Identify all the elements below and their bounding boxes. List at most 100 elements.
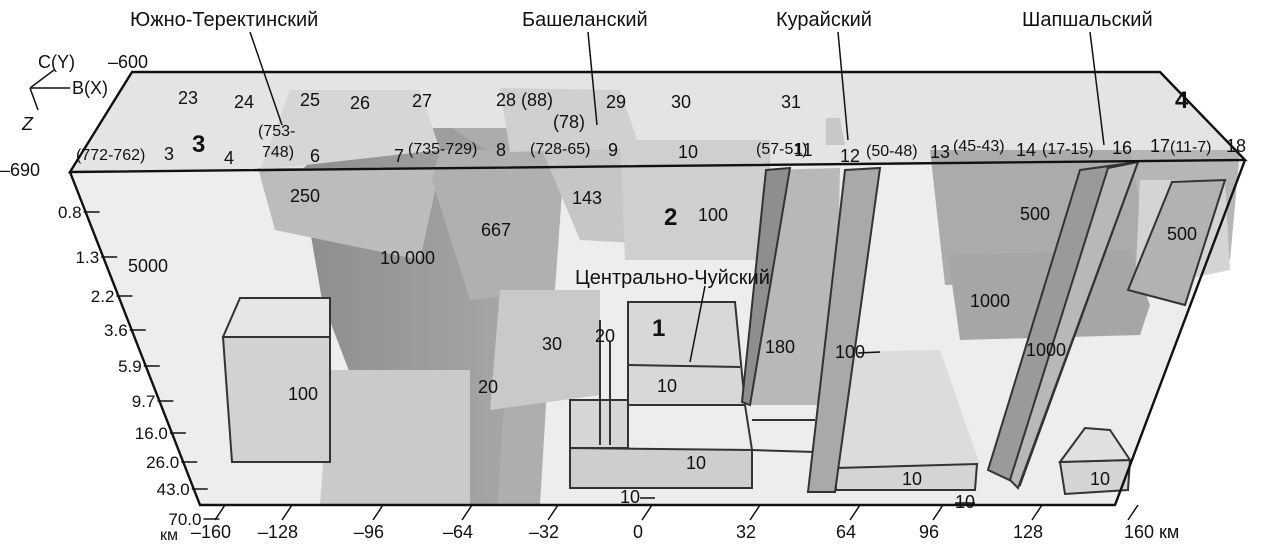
fault-leaders bbox=[249, 31, 1105, 363]
depth-tick-label: 0.8 bbox=[58, 203, 82, 222]
profile-label: (753- bbox=[258, 123, 295, 140]
depth-tick-label: 3.6 bbox=[104, 321, 128, 340]
fault-label-south-terekta: Южно-Теректинский bbox=[130, 9, 318, 31]
resistivity-value: 500 bbox=[1020, 204, 1050, 224]
leader-line bbox=[857, 351, 881, 354]
profile-label: (11-7) bbox=[1170, 139, 1212, 156]
x-tick-label: 32 bbox=[736, 522, 756, 542]
fault-label-central-chuya: Центрально-Чуйский bbox=[575, 267, 770, 289]
resistivity-value: 500 bbox=[1167, 224, 1197, 244]
outlined-blocks bbox=[221, 178, 1227, 496]
profile-label: 17 bbox=[1150, 136, 1170, 156]
resistivity-value: 20 bbox=[478, 377, 498, 397]
x-tick bbox=[749, 504, 761, 521]
profile-label: 14 bbox=[1016, 140, 1036, 160]
resistivity-value: 30 bbox=[542, 334, 562, 354]
resistivity-value: 10 bbox=[686, 453, 706, 473]
profile-label: 29 bbox=[606, 92, 626, 112]
profile-label: (50-48) bbox=[866, 143, 918, 160]
profile-label: 24 bbox=[234, 92, 254, 112]
z-axis-label: Z bbox=[21, 114, 34, 134]
profile-label: 11 bbox=[794, 140, 813, 160]
profile-label: 27 bbox=[412, 91, 432, 111]
x-tick-label: –128 bbox=[258, 522, 298, 542]
resistivity-value: 667 bbox=[481, 220, 511, 240]
depth-tick-label: 1.3 bbox=[76, 248, 100, 267]
resistivity-value: 10 bbox=[902, 469, 922, 489]
orientation-axes bbox=[29, 69, 70, 111]
profile-label: 26 bbox=[350, 93, 370, 113]
fault-label-shapshal: Шапшальский bbox=[1022, 9, 1153, 31]
x-tick bbox=[547, 504, 559, 521]
profile-label: 31 bbox=[781, 92, 801, 112]
resistivity-value: 10 bbox=[955, 492, 975, 512]
profile-label: 16 bbox=[1112, 138, 1132, 158]
y-top-label: –600 bbox=[108, 52, 148, 72]
resistivity-value: 10 bbox=[1090, 469, 1110, 489]
fault-label-kurai: Курайский bbox=[776, 9, 872, 31]
depth-tick-label: 5.9 bbox=[118, 357, 142, 376]
profile-label: 9 bbox=[608, 140, 618, 160]
x-tick bbox=[641, 504, 653, 521]
depth-unit: км bbox=[160, 527, 178, 544]
x-tick-label: –96 bbox=[354, 522, 384, 542]
resistivity-value: 100 bbox=[835, 342, 865, 362]
profile-label: 12 bbox=[840, 146, 860, 166]
x-tick bbox=[1031, 504, 1043, 521]
depth-tick-label: 43.0 bbox=[157, 480, 190, 499]
profile-label: 4 bbox=[224, 148, 234, 168]
block-number-1: 1 bbox=[652, 315, 665, 342]
x-axis: –160 –128 –96 –64 –32 0 32 64 96 128 160 км bbox=[191, 504, 1179, 542]
resistivity-value: 10 bbox=[657, 376, 677, 396]
box-outline bbox=[67, 70, 1248, 507]
profile-label: (57-51) bbox=[756, 141, 808, 158]
x-tick bbox=[461, 504, 473, 521]
profile-label: (78) bbox=[553, 112, 585, 132]
x-tick-label: –32 bbox=[529, 522, 559, 542]
x-tick-label: 96 bbox=[919, 522, 939, 542]
profile-label: (735-729) bbox=[408, 141, 477, 158]
depth-tick-label: 70.0 bbox=[168, 510, 201, 529]
x-tick-label: 128 bbox=[1013, 522, 1043, 542]
profile-label: 7 bbox=[394, 146, 404, 166]
profile-label: 23 bbox=[178, 88, 198, 108]
c-axis-label: C(Y) bbox=[38, 52, 75, 72]
resistivity-value: 1000 bbox=[1026, 340, 1066, 360]
resistivity-value: 5000 bbox=[128, 256, 168, 276]
resistivity-value: 1000 bbox=[970, 291, 1010, 311]
profile-label: 8 bbox=[496, 140, 506, 160]
resistivity-value: 100 bbox=[288, 384, 318, 404]
block-number-2: 2 bbox=[664, 204, 677, 231]
x-tick-label: –64 bbox=[443, 522, 473, 542]
profile-label: 748) bbox=[262, 144, 294, 161]
fault-label-bashelak: Башеланский bbox=[522, 9, 648, 31]
resistivity-value: 180 bbox=[765, 337, 795, 357]
x-tick-label: 160 км bbox=[1124, 522, 1179, 542]
profile-label: 30 bbox=[671, 92, 691, 112]
x-tick-label: 0 bbox=[633, 522, 643, 542]
block-number-3: 3 bbox=[192, 131, 205, 158]
x-tick bbox=[1127, 504, 1139, 521]
profile-label: 3 bbox=[164, 144, 174, 164]
x-tick bbox=[372, 504, 384, 521]
profile-label: 10 bbox=[678, 142, 698, 162]
profile-label: 25 bbox=[300, 90, 320, 110]
fault-plates bbox=[740, 160, 1140, 493]
depth-tick-label: 26.0 bbox=[146, 453, 179, 472]
depth-tick-label: 9.7 bbox=[132, 392, 156, 411]
resistivity-value: 250 bbox=[290, 186, 320, 206]
x-tick-label: 64 bbox=[836, 522, 856, 542]
profile-label: 28 (88) bbox=[496, 90, 553, 110]
profile-label: 6 bbox=[310, 146, 320, 166]
depth-axis: 0.8 1.3 2.2 3.6 5.9 9.7 16.0 26.0 43.0 70.0 bbox=[58, 203, 220, 529]
profile-label: (728-65) bbox=[530, 141, 590, 158]
profile-label: 13 bbox=[930, 142, 950, 162]
profile-label: 18 bbox=[1226, 136, 1246, 156]
x-tick bbox=[214, 504, 226, 521]
b-axis-label: B(X) bbox=[72, 78, 108, 98]
resistivity-value: 20 bbox=[595, 326, 615, 346]
x-tick bbox=[932, 504, 944, 521]
profile-label: (17-15) bbox=[1042, 141, 1094, 158]
resistivity-value: 10 000 bbox=[380, 248, 435, 268]
